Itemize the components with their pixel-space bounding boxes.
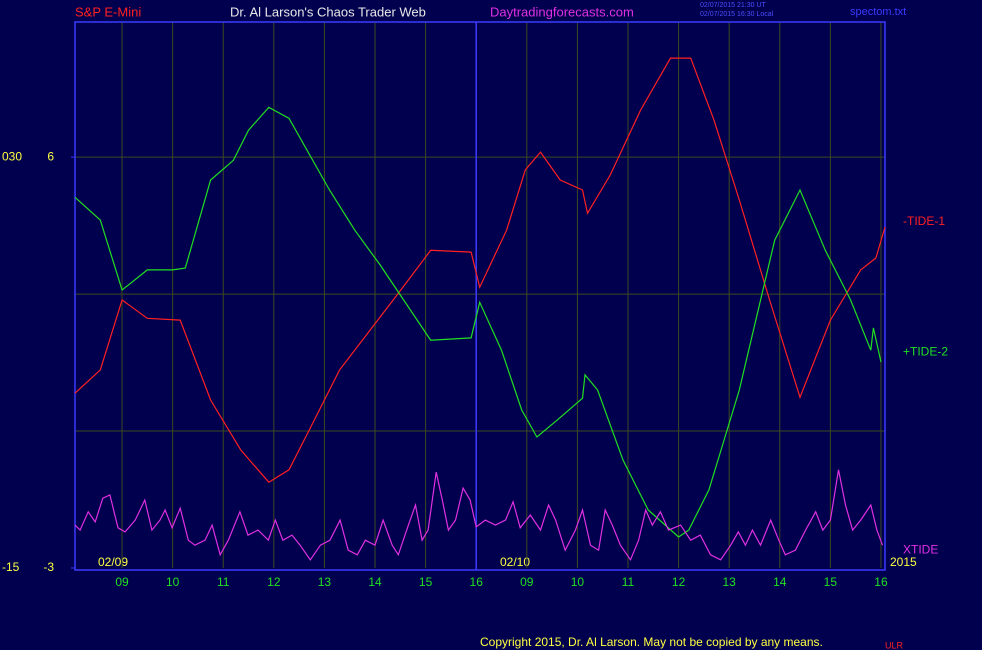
x-tick-label: 10 — [571, 575, 585, 589]
timestamp-local: 02/07/2015 16:30 Local — [700, 11, 774, 18]
x-tick-label: 09 — [115, 575, 129, 589]
x-tick-label: 11 — [217, 575, 230, 589]
site-url: Daytradingforecasts.com — [490, 4, 634, 19]
series-line — [74, 106, 882, 538]
instrument: S&P E-Mini — [75, 4, 141, 19]
x-tick-label: 12 — [267, 575, 281, 589]
site-title: Dr. Al Larson's Chaos Trader Web — [230, 4, 426, 19]
y2-tick-label: 030 — [2, 149, 22, 163]
x-tick-label: 13 — [318, 575, 332, 589]
date-label: 02/09 — [98, 555, 128, 569]
year-label: 2015 — [890, 555, 917, 569]
x-tick-label: 12 — [672, 575, 686, 589]
series-line — [74, 469, 884, 562]
x-tick-label: 14 — [773, 575, 787, 589]
series-line — [74, 57, 886, 483]
y2-tick-label: -15 — [2, 560, 20, 574]
series-label: +TIDE-2 — [903, 344, 948, 358]
x-tick-label: 10 — [166, 575, 180, 589]
footer-tag: ULR — [885, 640, 904, 650]
date-label: 02/10 — [500, 555, 530, 569]
y-tick-label: -3 — [43, 560, 54, 574]
series-label: -TIDE-1 — [903, 214, 945, 228]
y-tick-label: 6 — [47, 149, 54, 163]
x-tick-label: 09 — [520, 575, 534, 589]
plot-frame — [74, 21, 886, 571]
timestamp-ut: 02/07/2015 21:30 UT — [700, 2, 766, 9]
copyright: Copyright 2015, Dr. Al Larson. May not b… — [480, 635, 823, 649]
x-tick-label: 11 — [622, 575, 635, 589]
series-label: XTIDE — [903, 542, 938, 556]
x-tick-label: 16 — [874, 575, 888, 589]
x-tick-label: 16 — [470, 575, 484, 589]
file-name: spectom.txt — [850, 6, 906, 18]
x-tick-label: 15 — [824, 575, 838, 589]
x-tick-label: 15 — [419, 575, 433, 589]
x-tick-label: 13 — [722, 575, 736, 589]
x-tick-label: 14 — [368, 575, 382, 589]
